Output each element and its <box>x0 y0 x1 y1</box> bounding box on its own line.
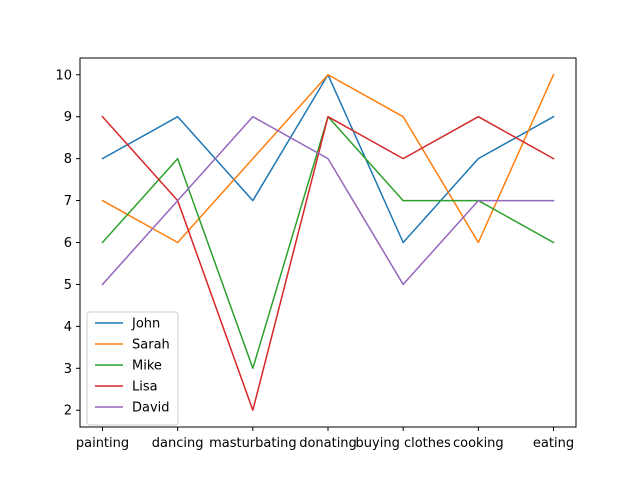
legend: John Sarah Mike Lisa David <box>86 311 179 426</box>
legend-label-david: David <box>132 401 170 416</box>
x-tick-label: masturbating <box>209 436 297 451</box>
x-tick-label: dancing <box>152 436 204 451</box>
x-tick-label: donating <box>299 436 357 451</box>
legend-box <box>86 311 179 426</box>
series-line-david <box>101 115 555 286</box>
y-tick-label: 9 <box>64 110 72 125</box>
x-tick-label: cooking <box>453 436 504 451</box>
y-tick-label: 8 <box>64 152 72 167</box>
y-tick-label: 3 <box>64 362 72 377</box>
series-layer <box>101 73 555 411</box>
series-line-sarah <box>101 73 555 244</box>
legend-label-sarah: Sarah <box>132 338 170 353</box>
legend-label-john: John <box>131 317 160 332</box>
y-tick-label: 2 <box>64 404 72 419</box>
x-tick-label: painting <box>76 436 129 451</box>
y-tick-label: 4 <box>64 320 72 335</box>
x-tick-label: buying clothes <box>356 436 451 451</box>
y-tick-label: 5 <box>64 278 72 293</box>
y-axis: 2 3 4 5 6 7 8 9 10 <box>55 68 80 419</box>
y-tick-label: 10 <box>55 68 72 83</box>
legend-label-lisa: Lisa <box>132 380 158 395</box>
x-tick-label: eating <box>533 436 574 451</box>
x-axis: painting dancing masturbating donatingbuyin… <box>76 427 574 451</box>
y-tick-label: 7 <box>64 194 72 209</box>
legend-label-mike: Mike <box>132 359 162 374</box>
y-tick-label: 6 <box>64 236 72 251</box>
